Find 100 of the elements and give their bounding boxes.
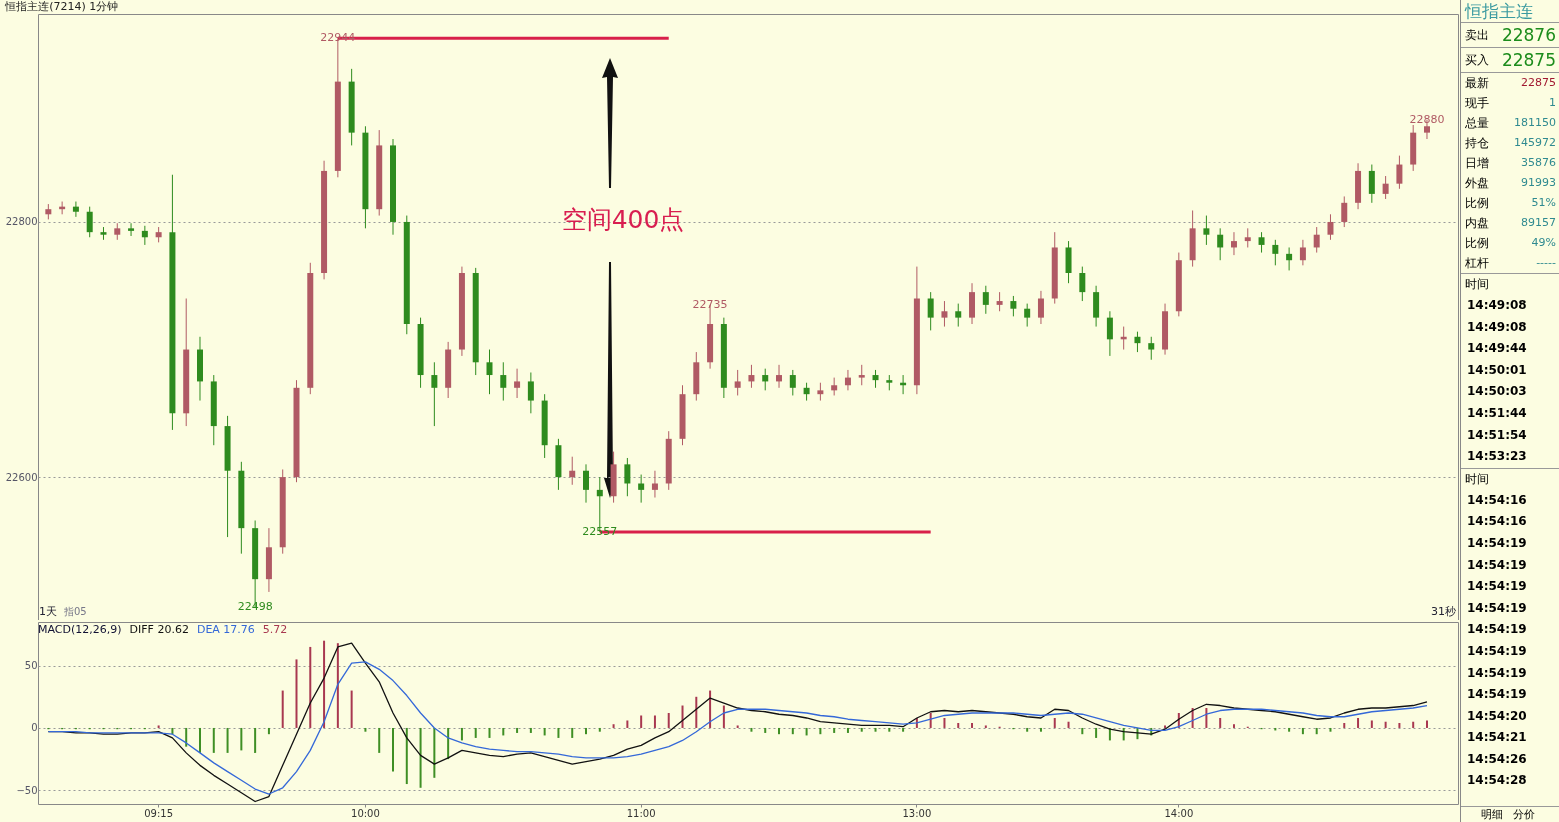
bar	[157, 725, 160, 728]
candlestick	[1258, 231, 1265, 254]
bar	[571, 727, 574, 738]
text: 14:54:19	[1466, 686, 1528, 704]
text: 22875	[1501, 50, 1556, 70]
text: DIFF 20.62	[129, 623, 189, 636]
y-tick-label: 0	[31, 722, 38, 734]
x-tick-label: 11:00	[626, 807, 656, 819]
candlestick	[1037, 290, 1044, 325]
text: 14:49:44	[1466, 340, 1528, 358]
annotation: 22735	[692, 297, 728, 311]
text: 14:54:21	[1466, 729, 1528, 747]
bar	[929, 713, 932, 728]
bar	[846, 727, 849, 733]
candlestick	[1313, 226, 1320, 254]
category-label: 杠杆	[1465, 255, 1489, 272]
bar	[543, 727, 546, 736]
bar	[681, 705, 684, 728]
bar	[392, 727, 394, 772]
text: 14:54:28	[1466, 772, 1528, 790]
category-label: 买入	[1465, 52, 1489, 69]
text: 1	[1549, 96, 1556, 109]
bar	[433, 727, 436, 778]
bar	[336, 643, 339, 728]
text: 14:54:19	[1466, 642, 1528, 660]
candlestick	[1148, 336, 1155, 361]
y-tick-label: −50	[16, 784, 38, 796]
annotation: 22557	[582, 524, 618, 538]
x-tick-label: 10:00	[351, 807, 380, 819]
text: 49%	[1531, 236, 1556, 249]
text: 145972	[1514, 136, 1556, 149]
bar	[419, 727, 422, 788]
candlestick	[128, 222, 135, 237]
bar	[1081, 727, 1084, 735]
bar	[1219, 717, 1222, 728]
y-tick-label: 22800	[5, 216, 38, 228]
candlestick	[982, 285, 989, 315]
text: 14:54:16	[1466, 513, 1528, 531]
bar	[1067, 721, 1070, 728]
bar	[212, 727, 215, 753]
candlestick	[1203, 215, 1210, 246]
category-label: 比例	[1465, 235, 1489, 252]
text: 14:49:08	[1466, 297, 1528, 314]
x-tick-label: 13:00	[902, 807, 932, 819]
annotation: 1天	[39, 605, 57, 618]
bar	[309, 646, 312, 728]
category-label: 持仓	[1465, 135, 1489, 152]
bar	[1301, 727, 1304, 735]
category-label: 最新	[1465, 75, 1489, 92]
text: 分价	[1513, 807, 1535, 822]
category-label: 比例	[1465, 195, 1489, 212]
annotation: 空间400点	[561, 205, 685, 234]
bar	[460, 727, 463, 741]
annotation: 22498	[237, 600, 273, 614]
bar	[1095, 727, 1098, 738]
candlestick	[1079, 266, 1086, 302]
candlestick	[1244, 227, 1251, 248]
category-label: 总量	[1465, 115, 1489, 132]
candlestick	[1272, 239, 1279, 266]
text: 时间	[1461, 467, 1559, 490]
candlestick	[734, 369, 741, 396]
annotation: 31秒	[1431, 605, 1456, 618]
candlestick	[996, 291, 1003, 312]
bar	[1357, 717, 1360, 728]
candlestick	[1134, 331, 1141, 353]
bar	[709, 690, 712, 728]
candlestick	[86, 206, 93, 238]
text: 恒指主连	[1461, 0, 1559, 23]
candlestick	[1024, 303, 1031, 328]
bar	[902, 727, 905, 732]
y-tick-label: 22600	[5, 471, 38, 483]
candlestick	[789, 369, 796, 396]
bar	[626, 720, 629, 728]
candlestick	[527, 372, 534, 414]
candlestick	[858, 364, 865, 386]
bar	[819, 727, 822, 735]
bar	[984, 725, 987, 728]
bar	[971, 722, 974, 728]
text: 89157	[1521, 216, 1556, 229]
bar	[502, 727, 505, 736]
bar	[585, 727, 588, 735]
text: 91993	[1521, 176, 1556, 189]
line-series	[47, 661, 1428, 795]
bar	[557, 727, 560, 738]
bar	[612, 724, 615, 728]
bar	[254, 727, 257, 753]
bar	[1370, 720, 1373, 728]
bar	[529, 727, 532, 733]
text: 22875	[1521, 76, 1556, 89]
bar	[805, 727, 808, 736]
bar	[778, 727, 781, 735]
text: 14:50:03	[1466, 383, 1528, 401]
bar	[1329, 727, 1332, 732]
bar	[1164, 725, 1167, 728]
text: 14:51:44	[1466, 404, 1528, 422]
text: 5.72	[262, 623, 288, 636]
bar	[1039, 727, 1042, 732]
text: 14:54:19	[1466, 534, 1528, 552]
candlestick	[638, 474, 645, 504]
bar	[791, 727, 794, 735]
